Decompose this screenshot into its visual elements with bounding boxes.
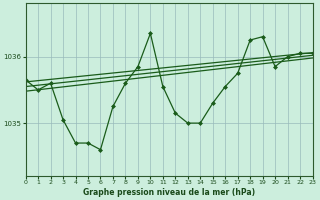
X-axis label: Graphe pression niveau de la mer (hPa): Graphe pression niveau de la mer (hPa) bbox=[83, 188, 255, 197]
